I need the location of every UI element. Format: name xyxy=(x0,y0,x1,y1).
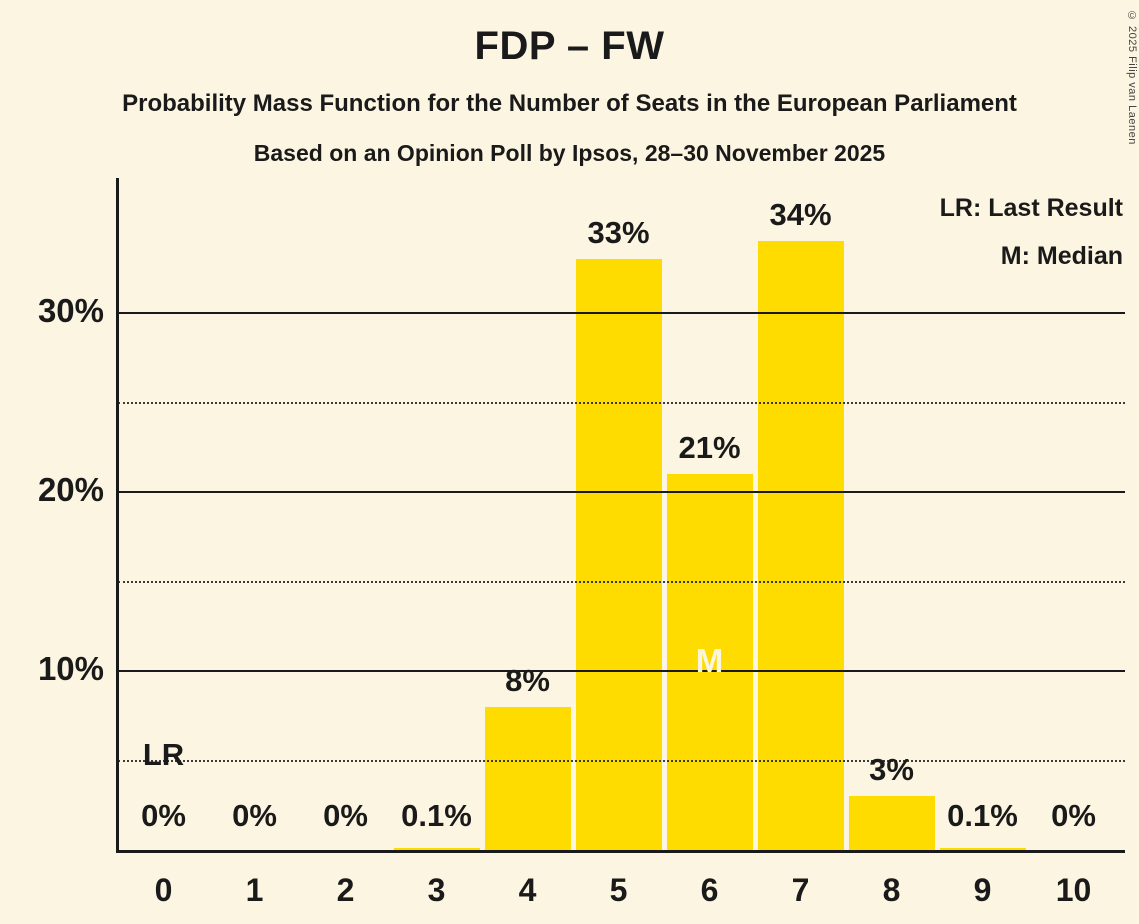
x-tick-label-0: 0 xyxy=(154,872,173,908)
value-label-seat-2: 0% xyxy=(323,798,368,833)
gridline-solid-20 xyxy=(118,491,1125,493)
y-axis xyxy=(116,178,119,853)
value-label-seat-3: 0.1% xyxy=(401,798,472,833)
last-result-label: LR xyxy=(142,737,185,772)
bar-seat-7 xyxy=(757,241,844,850)
legend-last-result: LR: Last Result xyxy=(939,194,1123,222)
value-label-seat-1: 0% xyxy=(232,798,277,833)
value-label-seat-7: 34% xyxy=(769,197,832,233)
gridline-dotted-25 xyxy=(118,401,1125,404)
x-tick-label-4: 4 xyxy=(518,872,537,908)
value-label-seat-6: 21% xyxy=(678,430,741,466)
x-tick-label-9: 9 xyxy=(973,872,992,908)
chart-poll-info: Based on an Opinion Poll by Ipsos, 28–30… xyxy=(253,140,886,166)
x-tick-label-1: 1 xyxy=(245,872,264,908)
gridline-solid-30 xyxy=(118,312,1125,314)
y-tick-label-20: 20% xyxy=(37,471,104,508)
legend-median: M: Median xyxy=(1000,242,1123,270)
x-tick-label-10: 10 xyxy=(1055,872,1092,908)
x-tick-label-2: 2 xyxy=(336,872,355,908)
y-tick-label-30: 30% xyxy=(37,292,104,329)
bar-seat-3 xyxy=(393,848,480,850)
x-tick-label-7: 7 xyxy=(791,872,810,908)
value-label-seat-5: 33% xyxy=(587,215,650,251)
value-label-seat-10: 0% xyxy=(1051,798,1096,833)
value-label-seat-8: 3% xyxy=(869,752,914,788)
legend: LR: Last Result M: Median xyxy=(940,184,1123,280)
x-tick-label-8: 8 xyxy=(882,872,901,908)
median-label: M xyxy=(695,642,724,679)
x-axis xyxy=(116,850,1125,853)
gridline-solid-10 xyxy=(118,670,1125,672)
bar-seat-4 xyxy=(484,706,571,850)
chart-title: FDP – FW xyxy=(474,24,665,68)
y-tick-label-10: 10% xyxy=(37,650,104,687)
bar-seat-5 xyxy=(575,259,662,850)
bar-seat-6 xyxy=(666,474,753,850)
bar-seat-8 xyxy=(848,796,935,850)
value-label-seat-0: 0% xyxy=(141,798,186,833)
value-label-seat-4: 8% xyxy=(505,662,550,698)
copyright-text: © 2025 Filip van Laenen xyxy=(1126,10,1138,145)
bar-seat-9 xyxy=(939,848,1026,850)
x-tick-label-3: 3 xyxy=(427,872,446,908)
value-label-seat-9: 0.1% xyxy=(947,798,1018,833)
gridline-dotted-5 xyxy=(118,759,1125,762)
gridline-dotted-15 xyxy=(118,580,1125,583)
x-tick-label-6: 6 xyxy=(700,872,719,908)
chart-subtitle: Probability Mass Function for the Number… xyxy=(122,90,1017,117)
x-tick-label-5: 5 xyxy=(609,872,628,908)
